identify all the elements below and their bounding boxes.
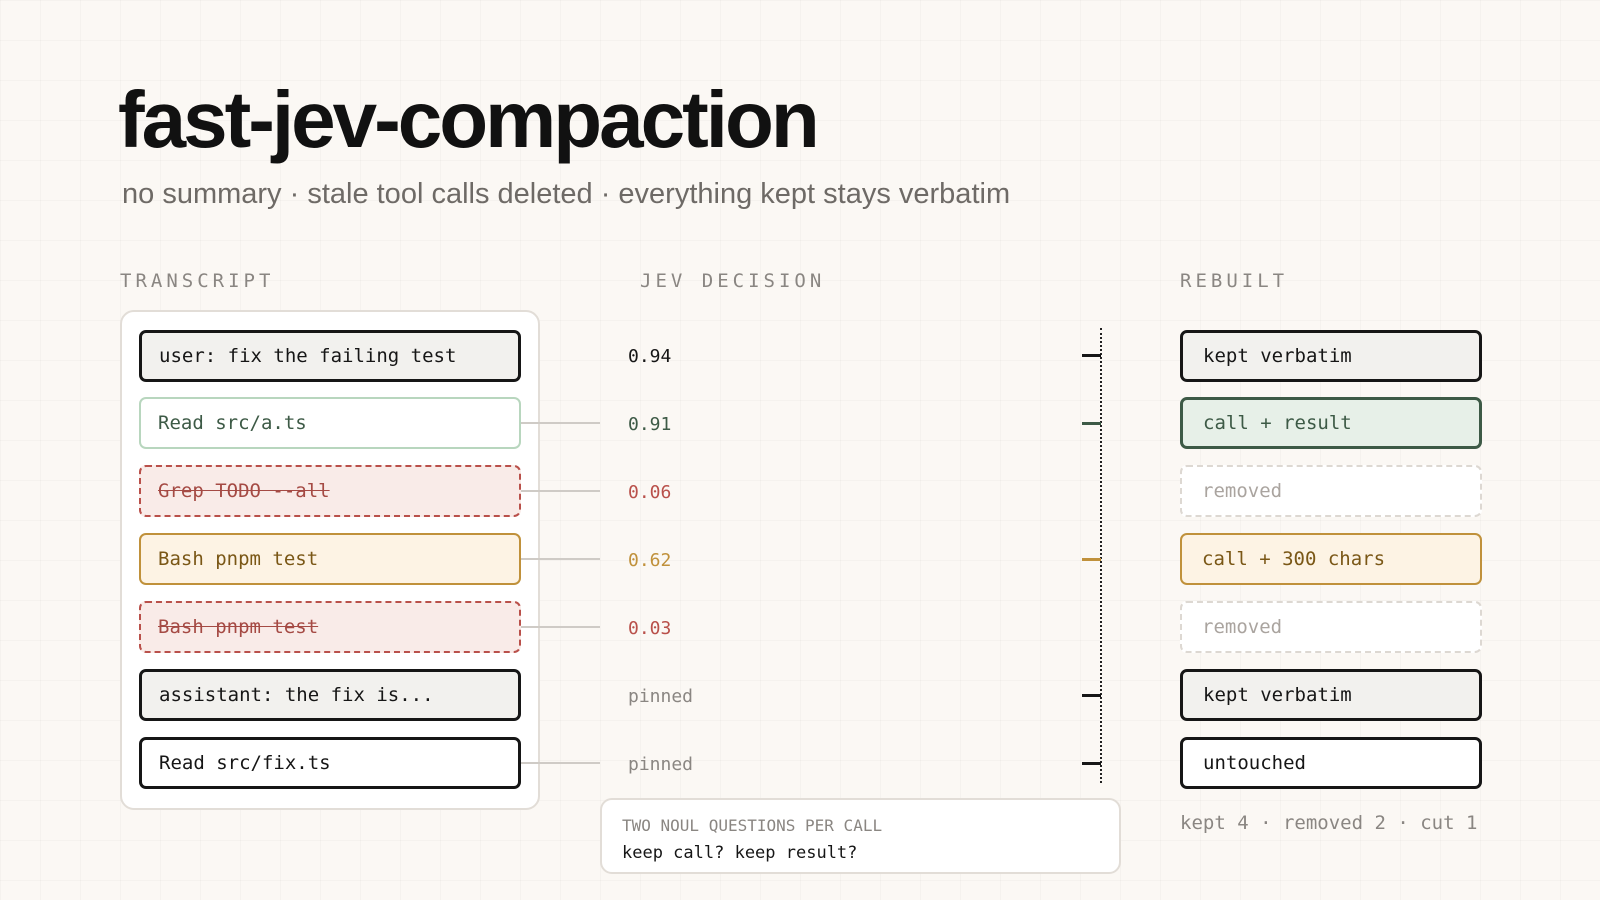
transcript-item-read-fix[interactable]: Read src/fix.ts	[139, 737, 521, 789]
rebuilt-item-removed[interactable]: removed	[1180, 601, 1482, 653]
note-heading: TWO NOUL QUESTIONS PER CALL	[622, 816, 883, 835]
connector-line	[508, 762, 600, 764]
jev-score: 0.94	[628, 346, 672, 367]
connector-line	[508, 626, 600, 628]
transcript-item-bash-call-stale[interactable]: Bash pnpm test	[139, 601, 521, 653]
transcript-item-bash-call[interactable]: Bash pnpm test	[139, 533, 521, 585]
score-tick	[1082, 422, 1101, 425]
column-header-jev-decision: JEV DECISION	[640, 270, 826, 292]
column-header-rebuilt: REBUILT	[1180, 270, 1289, 292]
transcript-item-grep-call[interactable]: Grep TODO --all	[139, 465, 521, 517]
score-tick	[1082, 762, 1101, 765]
questions-note: TWO NOUL QUESTIONS PER CALL keep call? k…	[600, 798, 1121, 874]
rebuilt-item-kept[interactable]: kept verbatim	[1180, 669, 1482, 721]
transcript-item-read-call[interactable]: Read src/a.ts	[139, 397, 521, 449]
jev-score: 0.06	[628, 482, 672, 503]
page-subtitle: no summary · stale tool calls deleted · …	[122, 178, 1011, 210]
transcript-item-assistant-message[interactable]: assistant: the fix is...	[139, 669, 521, 721]
decision-threshold-axis	[1100, 328, 1102, 783]
rebuilt-item-call-result[interactable]: call + result	[1180, 397, 1482, 449]
rebuilt-item-untouched[interactable]: untouched	[1180, 737, 1482, 789]
transcript-item-user-message[interactable]: user: fix the failing test	[139, 330, 521, 382]
rebuilt-item-removed[interactable]: removed	[1180, 465, 1482, 517]
rebuilt-item-truncated[interactable]: call + 300 chars	[1180, 533, 1482, 585]
summary-stats: kept 4 · removed 2 · cut 1	[1180, 812, 1478, 834]
column-header-transcript: TRANSCRIPT	[120, 270, 275, 292]
connector-line	[508, 422, 600, 424]
jev-score-pinned: pinned	[628, 686, 694, 707]
jev-score: 0.03	[628, 618, 672, 639]
note-body: keep call? keep result?	[622, 843, 858, 863]
score-tick	[1082, 558, 1101, 561]
score-tick	[1082, 694, 1101, 697]
connector-line	[508, 558, 600, 560]
jev-score: 0.62	[628, 550, 672, 571]
jev-score: 0.91	[628, 414, 672, 435]
jev-score-pinned: pinned	[628, 754, 694, 775]
rebuilt-item-kept[interactable]: kept verbatim	[1180, 330, 1482, 382]
score-tick	[1082, 354, 1101, 357]
connector-line	[508, 490, 600, 492]
page-title: fast-jev-compaction	[118, 75, 820, 164]
